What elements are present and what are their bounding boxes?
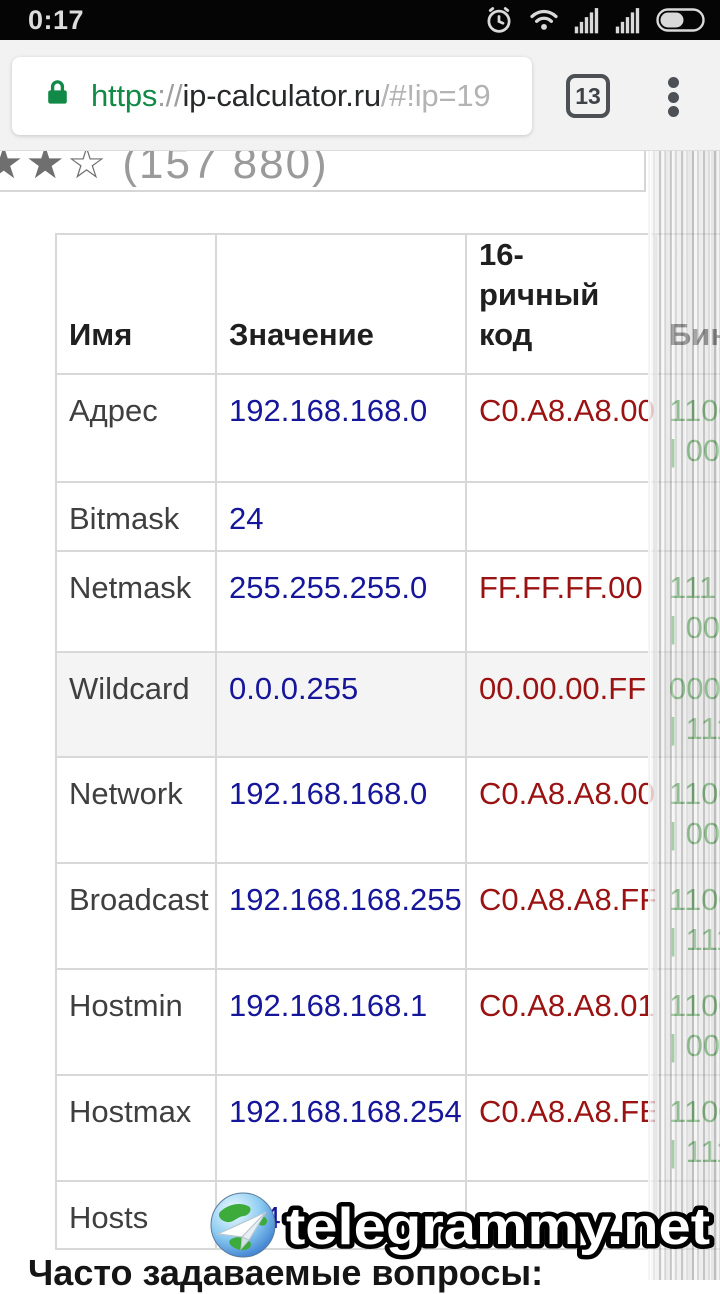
telegram-globe-icon: [210, 1192, 276, 1258]
cell-hex: [465, 481, 657, 552]
address-bar[interactable]: https://ip-calculator.ru/#!ip=19: [12, 57, 532, 135]
browser-toolbar: https://ip-calculator.ru/#!ip=19 13: [0, 40, 720, 151]
table-header-row: Имя Значение 16-ричный код Бин: [55, 233, 720, 375]
cell-hex: FF.FF.FF.00: [465, 550, 657, 653]
cell-hex: C0.A8.A8.FE: [465, 1074, 657, 1182]
cell-hex: C0.A8.A8.00: [465, 373, 657, 483]
status-time: 0:17: [28, 4, 85, 35]
signal-icon: [574, 7, 601, 34]
cell-name: Broadcast: [55, 862, 217, 970]
cell-name: Hosts: [55, 1180, 217, 1250]
cell-value: 192.168.168.255: [215, 862, 467, 970]
cell-value: 0.0.0.255: [215, 651, 467, 758]
cell-hex: C0.A8.A8.FF: [465, 862, 657, 970]
watermark-text: telegrammy.net: [286, 1198, 710, 1256]
cell-name: Network: [55, 756, 217, 864]
tab-count: 13: [575, 82, 601, 109]
cell-value: 192.168.168.0: [215, 756, 467, 864]
cell-name: Netmask: [55, 550, 217, 653]
tab-switcher-button[interactable]: 13: [566, 74, 610, 118]
url-text: https://ip-calculator.ru/#!ip=19: [91, 78, 491, 113]
table-row: Broadcast 192.168.168.255 C0.A8.A8.FF 11…: [55, 862, 720, 970]
ip-table: Имя Значение 16-ричный код Бин Адрес 192…: [55, 233, 720, 1250]
cell-value: 255.255.255.0: [215, 550, 467, 653]
table-header: Значение: [215, 233, 467, 375]
wifi-icon: [528, 6, 560, 34]
cell-name: Wildcard: [55, 651, 217, 758]
lock-icon[interactable]: [42, 78, 73, 114]
cell-value: 192.168.168.254: [215, 1074, 467, 1182]
status-icons: [484, 5, 706, 35]
cell-name: Bitmask: [55, 481, 217, 552]
cell-hex: 00.00.00.FF: [465, 651, 657, 758]
cell-name: Адрес: [55, 373, 217, 483]
menu-kebab-icon[interactable]: [662, 77, 684, 117]
page-curl-decoration: [648, 150, 720, 1280]
table-header: Имя: [55, 233, 217, 375]
battery-icon: [656, 8, 706, 32]
alarm-icon: [484, 5, 514, 35]
cell-name: Hostmin: [55, 968, 217, 1076]
cell-name: Hostmax: [55, 1074, 217, 1182]
cell-value: 24: [215, 481, 467, 552]
signal-icon: [615, 7, 642, 34]
table-row: Netmask 255.255.255.0 FF.FF.FF.00 111| 0…: [55, 550, 720, 653]
watermark: telegrammy.net: [198, 1186, 720, 1269]
table-row: Network 192.168.168.0 C0.A8.A8.00 1100| …: [55, 756, 720, 864]
table-row: Hostmax 192.168.168.254 C0.A8.A8.FE 1100…: [55, 1074, 720, 1182]
cell-hex: C0.A8.A8.01: [465, 968, 657, 1076]
table-row: Адрес 192.168.168.0 C0.A8.A8.00 1100| 00…: [55, 373, 720, 483]
cell-hex: C0.A8.A8.00: [465, 756, 657, 864]
cell-value: 192.168.168.0: [215, 373, 467, 483]
cell-hex: [465, 1180, 657, 1250]
table-row: Hostmin 192.168.168.1 C0.A8.A8.01 1100| …: [55, 968, 720, 1076]
cell-value: 192.168.168.1: [215, 968, 467, 1076]
status-bar: 0:17: [0, 0, 720, 40]
table-row: Wildcard 0.0.0.255 00.00.00.FF 0000| 111: [55, 651, 720, 758]
table-row: Bitmask 24: [55, 481, 720, 552]
table-header: 16-ричный код: [465, 233, 657, 375]
